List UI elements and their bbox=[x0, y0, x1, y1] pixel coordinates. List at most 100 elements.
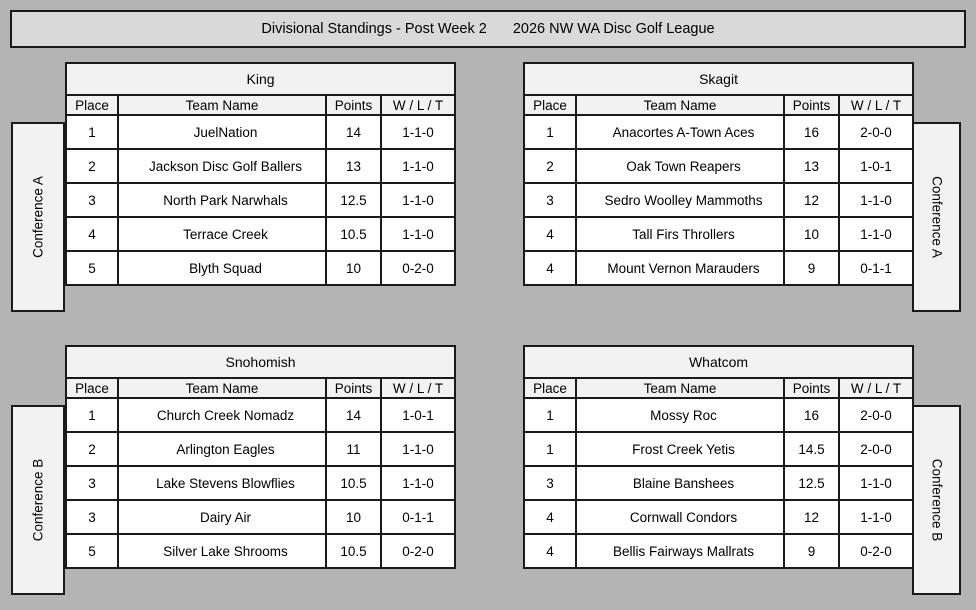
standings-row: 4 Mount Vernon Marauders 9 0-1-1 bbox=[523, 250, 915, 286]
points-cell: 11 bbox=[325, 431, 382, 467]
record-cell: 1-1-0 bbox=[837, 182, 915, 218]
place-cell: 3 bbox=[65, 499, 119, 535]
points-cell: 10.5 bbox=[325, 216, 382, 252]
record-cell: 0-2-0 bbox=[379, 250, 457, 286]
conference-b-label-right: Conference B bbox=[912, 405, 961, 595]
standings-row: 3 Blaine Banshees 12.5 1-1-0 bbox=[523, 465, 914, 501]
standings-row: 3 Lake Stevens Blowflies 10.5 1-1-0 bbox=[65, 465, 457, 501]
standings-row: 2 Jackson Disc Golf Ballers 13 1-1-0 bbox=[65, 148, 457, 184]
column-header-points: Points bbox=[783, 94, 840, 116]
points-cell: 13 bbox=[325, 148, 382, 184]
banner-title-right: 2026 NW WA Disc Golf League bbox=[512, 21, 715, 37]
column-header-record: W / L / T bbox=[837, 94, 915, 116]
standings-row: 1 Mossy Roc 16 2-0-0 bbox=[523, 397, 914, 433]
place-cell: 2 bbox=[65, 431, 119, 467]
standings-row: 4 Cornwall Condors 12 1-1-0 bbox=[523, 499, 914, 535]
record-cell: 0-2-0 bbox=[379, 533, 457, 569]
record-cell: 1-1-0 bbox=[837, 216, 915, 252]
place-cell: 4 bbox=[523, 533, 577, 569]
record-cell: 1-1-0 bbox=[379, 465, 457, 501]
standings-row: 1 JuelNation 14 1-1-0 bbox=[65, 114, 457, 150]
standings-row: 3 Dairy Air 10 0-1-1 bbox=[65, 499, 457, 535]
place-cell: 1 bbox=[65, 114, 119, 150]
points-cell: 14 bbox=[325, 397, 382, 433]
place-cell: 3 bbox=[65, 465, 119, 501]
record-cell: 2-0-0 bbox=[838, 397, 914, 433]
conference-b-left-text: Conference B bbox=[30, 458, 46, 542]
record-cell: 0-1-1 bbox=[837, 250, 915, 286]
standings-row: 4 Bellis Fairways Mallrats 9 0-2-0 bbox=[523, 533, 914, 569]
team-cell: Jackson Disc Golf Ballers bbox=[117, 148, 327, 184]
points-cell: 10.5 bbox=[325, 533, 382, 569]
place-cell: 2 bbox=[65, 148, 119, 184]
record-cell: 1-0-1 bbox=[379, 397, 457, 433]
team-cell: Blyth Squad bbox=[117, 250, 327, 286]
place-cell: 3 bbox=[523, 465, 577, 501]
column-header-place: Place bbox=[65, 377, 119, 399]
standings-row: 3 North Park Narwhals 12.5 1-1-0 bbox=[65, 182, 457, 218]
standings-row: 5 Blyth Squad 10 0-2-0 bbox=[65, 250, 457, 286]
record-cell: 1-1-0 bbox=[838, 499, 914, 535]
place-cell: 5 bbox=[65, 533, 119, 569]
standings-row: 2 Arlington Eagles 11 1-1-0 bbox=[65, 431, 457, 467]
team-cell: Cornwall Condors bbox=[575, 499, 785, 535]
place-cell: 1 bbox=[523, 431, 577, 467]
conference-a-label-left: Conference A bbox=[11, 122, 65, 312]
title-banner: Divisional Standings - Post Week 2 2026 … bbox=[10, 10, 966, 48]
team-cell: Terrace Creek bbox=[117, 216, 327, 252]
division-table-whatcom: Whatcom Place Team Name Points W / L / T 1 Mos… bbox=[523, 345, 914, 569]
place-cell: 4 bbox=[523, 216, 577, 252]
record-cell: 1-1-0 bbox=[379, 148, 457, 184]
team-cell: Blaine Banshees bbox=[575, 465, 785, 501]
team-cell: JuelNation bbox=[117, 114, 327, 150]
division-title: Snohomish bbox=[64, 345, 457, 379]
conference-a-right-text: Conference A bbox=[929, 176, 944, 258]
place-cell: 1 bbox=[523, 114, 577, 150]
team-cell: Silver Lake Shrooms bbox=[117, 533, 327, 569]
points-cell: 10 bbox=[325, 250, 382, 286]
conference-b-right-text: Conference B bbox=[929, 458, 944, 542]
standings-row: 1 Anacortes A-Town Aces 16 2-0-0 bbox=[523, 114, 915, 150]
record-cell: 1-1-0 bbox=[379, 114, 457, 150]
standings-row: 4 Tall Firs Throllers 10 1-1-0 bbox=[523, 216, 915, 252]
team-cell: North Park Narwhals bbox=[117, 182, 327, 218]
column-header-team: Team Name bbox=[117, 377, 327, 399]
points-cell: 9 bbox=[783, 250, 840, 286]
team-cell: Church Creek Nomadz bbox=[117, 397, 327, 433]
column-header-team: Team Name bbox=[575, 377, 785, 399]
team-cell: Mossy Roc bbox=[575, 397, 785, 433]
place-cell: 2 bbox=[523, 148, 577, 184]
team-cell: Tall Firs Throllers bbox=[575, 216, 785, 252]
points-cell: 12.5 bbox=[325, 182, 382, 218]
column-header-team: Team Name bbox=[575, 94, 785, 116]
column-header-record: W / L / T bbox=[838, 377, 914, 399]
team-cell: Mount Vernon Marauders bbox=[575, 250, 785, 286]
division-title: Skagit bbox=[522, 62, 915, 96]
standings-row: 2 Oak Town Reapers 13 1-0-1 bbox=[523, 148, 915, 184]
division-table-king: King Place Team Name Points W / L / T 1 JuelNa… bbox=[64, 62, 457, 286]
column-header-place: Place bbox=[523, 377, 577, 399]
points-cell: 14 bbox=[325, 114, 382, 150]
division-table-skagit: Skagit Place Team Name Points W / L / T 1 Anac… bbox=[522, 62, 915, 286]
points-cell: 12 bbox=[783, 182, 840, 218]
column-header-points: Points bbox=[783, 377, 840, 399]
column-header-record: W / L / T bbox=[379, 377, 457, 399]
record-cell: 0-1-1 bbox=[379, 499, 457, 535]
place-cell: 4 bbox=[523, 499, 577, 535]
points-cell: 10.5 bbox=[325, 465, 382, 501]
place-cell: 3 bbox=[523, 182, 577, 218]
column-header-place: Place bbox=[65, 94, 119, 116]
points-cell: 12 bbox=[783, 499, 840, 535]
team-cell: Bellis Fairways Mallrats bbox=[575, 533, 785, 569]
place-cell: 5 bbox=[65, 250, 119, 286]
record-cell: 1-0-1 bbox=[837, 148, 915, 184]
team-cell: Sedro Woolley Mammoths bbox=[575, 182, 785, 218]
record-cell: 1-1-0 bbox=[838, 465, 914, 501]
points-cell: 9 bbox=[783, 533, 840, 569]
place-cell: 3 bbox=[65, 182, 119, 218]
team-cell: Anacortes A-Town Aces bbox=[575, 114, 785, 150]
standings-row: 1 Frost Creek Yetis 14.5 2-0-0 bbox=[523, 431, 914, 467]
place-cell: 4 bbox=[523, 250, 577, 286]
points-cell: 16 bbox=[783, 397, 840, 433]
division-title: King bbox=[64, 62, 457, 96]
